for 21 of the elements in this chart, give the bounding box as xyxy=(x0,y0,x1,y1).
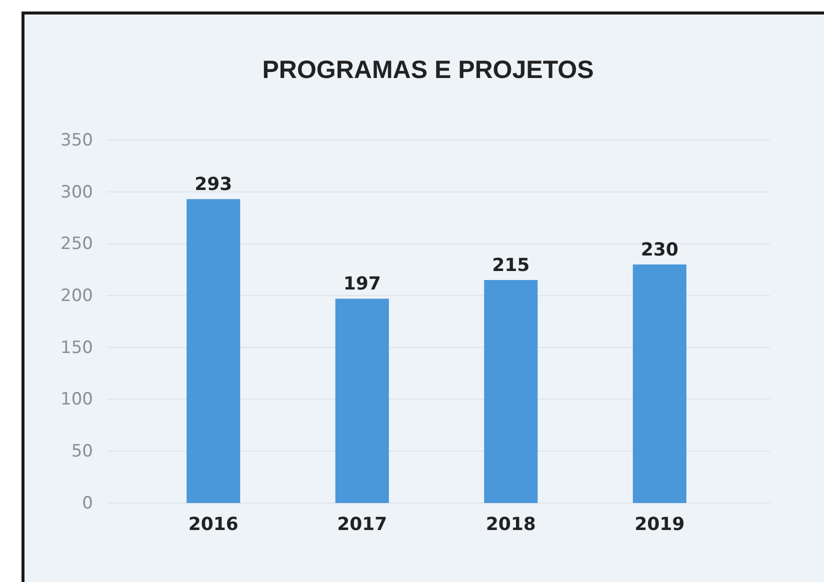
chart-title: PROGRAMAS E PROJETOS xyxy=(262,56,594,84)
bar xyxy=(186,199,240,503)
data-label: 197 xyxy=(343,274,381,295)
y-tick-label: 150 xyxy=(60,338,93,358)
x-tick-label: 2018 xyxy=(486,514,536,535)
x-tick-label: 2016 xyxy=(188,514,238,535)
y-tick-label: 300 xyxy=(60,182,93,202)
data-label: 215 xyxy=(492,255,530,276)
y-tick-label: 0 xyxy=(82,493,93,514)
y-tick-label: 200 xyxy=(60,286,93,306)
y-tick-label: 50 xyxy=(71,442,93,462)
x-tick-label: 2017 xyxy=(337,514,388,535)
x-tick-label: 2019 xyxy=(634,514,685,535)
y-tick-label: 350 xyxy=(60,130,93,150)
data-label: 293 xyxy=(194,174,232,196)
y-tick-label: 100 xyxy=(60,390,93,410)
data-label: 230 xyxy=(640,239,678,260)
y-tick-label: 250 xyxy=(60,234,93,254)
bar xyxy=(335,298,389,503)
bar xyxy=(484,280,538,503)
bar xyxy=(632,264,686,503)
